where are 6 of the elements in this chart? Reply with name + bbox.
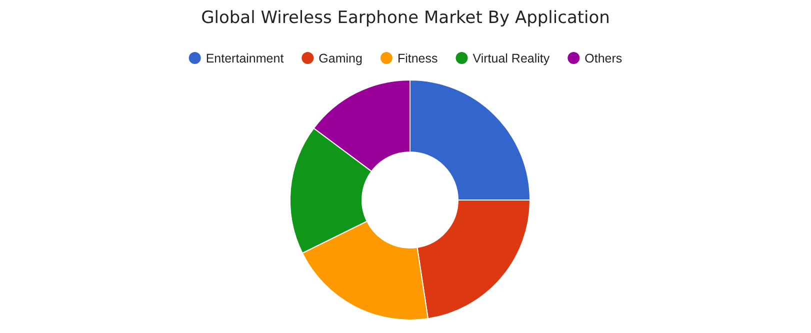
legend-label: Entertainment [206,52,284,66]
legend-label: Others [584,52,622,66]
chart-title: Global Wireless Earphone Market By Application [201,8,610,28]
legend-label: Gaming [318,52,362,66]
legend-label: Fitness [397,52,438,66]
legend-label: Virtual Reality [472,52,550,66]
